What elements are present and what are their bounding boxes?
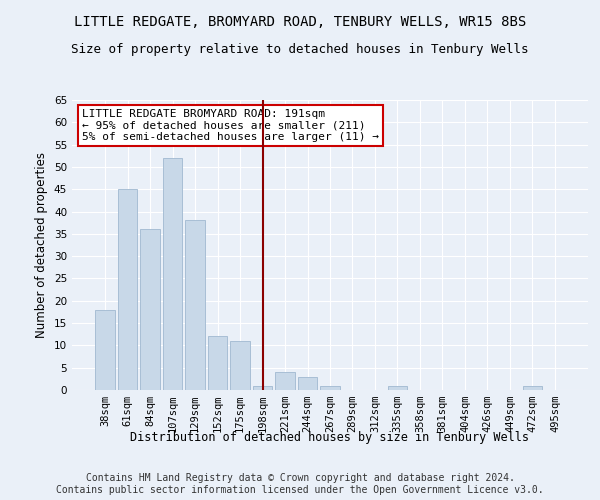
- Bar: [275, 372, 295, 390]
- Bar: [230, 341, 250, 390]
- Text: Size of property relative to detached houses in Tenbury Wells: Size of property relative to detached ho…: [71, 42, 529, 56]
- Y-axis label: Number of detached properties: Number of detached properties: [35, 152, 49, 338]
- Bar: [163, 158, 182, 390]
- Bar: [388, 386, 407, 390]
- Bar: [320, 386, 340, 390]
- Text: Distribution of detached houses by size in Tenbury Wells: Distribution of detached houses by size …: [131, 431, 530, 444]
- Bar: [253, 386, 272, 390]
- Bar: [523, 386, 542, 390]
- Bar: [298, 376, 317, 390]
- Bar: [118, 189, 137, 390]
- Text: LITTLE REDGATE, BROMYARD ROAD, TENBURY WELLS, WR15 8BS: LITTLE REDGATE, BROMYARD ROAD, TENBURY W…: [74, 15, 526, 29]
- Text: LITTLE REDGATE BROMYARD ROAD: 191sqm
← 95% of detached houses are smaller (211)
: LITTLE REDGATE BROMYARD ROAD: 191sqm ← 9…: [82, 108, 379, 142]
- Bar: [95, 310, 115, 390]
- Text: Contains HM Land Registry data © Crown copyright and database right 2024.
Contai: Contains HM Land Registry data © Crown c…: [56, 474, 544, 495]
- Bar: [140, 230, 160, 390]
- Bar: [185, 220, 205, 390]
- Bar: [208, 336, 227, 390]
